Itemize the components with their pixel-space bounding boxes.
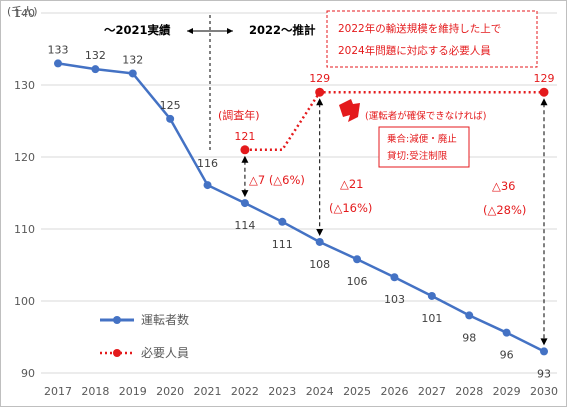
required-point bbox=[539, 87, 549, 97]
gap-arrow-head bbox=[316, 228, 324, 236]
drivers-data-label: 116 bbox=[197, 157, 218, 170]
drivers-data-label: 103 bbox=[384, 293, 405, 306]
drivers-point bbox=[278, 217, 287, 226]
drivers-data-label: 132 bbox=[122, 53, 143, 66]
y-tick-label: 120 bbox=[14, 151, 35, 164]
drivers-point bbox=[427, 291, 436, 300]
drivers-point bbox=[203, 181, 212, 190]
red-arrow-icon bbox=[339, 99, 360, 122]
gap-2022-label: △7 (△6%) bbox=[249, 173, 305, 187]
y-tick-label: 90 bbox=[21, 367, 35, 380]
x-tick-label: 2022 bbox=[231, 385, 259, 398]
period-left-label: 〜2021実績 bbox=[104, 23, 171, 37]
drivers-line bbox=[57, 62, 545, 353]
drivers-data-label: 111 bbox=[272, 238, 293, 251]
legend: 運転者数 必要人員 bbox=[100, 312, 189, 360]
gap-arrow-head bbox=[540, 338, 548, 346]
x-tick-label: 2017 bbox=[44, 385, 72, 398]
gap-2030-number: △36 bbox=[492, 179, 515, 193]
period-right-label: 2022〜推計 bbox=[249, 23, 316, 37]
if-not-secured-label: (運転者が確保できなければ) bbox=[365, 110, 486, 122]
legend-drivers-label: 運転者数 bbox=[141, 312, 189, 327]
series-drivers: 133 132 132 125 116 114 111 108 106 103 101 98 96 93 bbox=[48, 43, 552, 380]
legend-required-label: 必要人員 bbox=[141, 346, 189, 360]
x-tick-label: 2028 bbox=[455, 385, 483, 398]
drivers-data-label: 98 bbox=[462, 331, 476, 344]
drivers-point bbox=[540, 347, 548, 356]
required-staff-note-box bbox=[326, 10, 538, 68]
gridlines bbox=[41, 12, 557, 374]
period-divider-arrow bbox=[187, 28, 233, 34]
required-point bbox=[315, 87, 325, 97]
x-tick-label: 2019 bbox=[119, 385, 147, 398]
y-unit-label: (千人) bbox=[7, 5, 38, 18]
impact-note-box bbox=[378, 126, 470, 168]
x-tick-label: 2021 bbox=[194, 385, 222, 398]
required-staff-note-line2: 2024年問題に対応する必要人員 bbox=[338, 44, 491, 57]
drivers-point bbox=[240, 199, 249, 208]
drivers-point bbox=[128, 69, 137, 78]
impact-line-1: 乗合:減便・廃止 bbox=[387, 133, 457, 145]
x-tick-label: 2030 bbox=[530, 385, 558, 398]
drivers-point bbox=[315, 237, 324, 246]
required-data-label: 121 bbox=[234, 130, 255, 143]
survey-year-label: (調査年) bbox=[218, 108, 260, 122]
series-required-staff: 121 129 129 bbox=[234, 72, 555, 155]
drivers-data-label: 93 bbox=[537, 367, 551, 380]
gap-2030-percent: (△28%) bbox=[483, 203, 526, 217]
drivers-point bbox=[91, 65, 100, 74]
required-staff-note-line1: 2022年の輸送規模を維持した上で bbox=[338, 22, 501, 35]
y-axis: 90 100 110 120 130 140 bbox=[14, 7, 35, 380]
x-tick-label: 2027 bbox=[418, 385, 446, 398]
drivers-data-label: 132 bbox=[85, 49, 106, 62]
x-tick-label: 2023 bbox=[268, 385, 296, 398]
drivers-point bbox=[502, 328, 511, 337]
drivers-point bbox=[465, 311, 474, 320]
drivers-data-label: 114 bbox=[234, 219, 255, 232]
y-tick-label: 130 bbox=[14, 79, 35, 92]
required-line bbox=[244, 90, 544, 152]
drivers-point bbox=[390, 273, 399, 282]
x-tick-label: 2018 bbox=[81, 385, 109, 398]
x-tick-label: 2029 bbox=[493, 385, 521, 398]
drivers-data-label: 101 bbox=[421, 312, 442, 325]
gap-arrow-head bbox=[316, 98, 324, 106]
x-tick-label: 2024 bbox=[306, 385, 334, 398]
drivers-data-label: 96 bbox=[500, 349, 514, 362]
legend-item-drivers: 運転者数 bbox=[100, 312, 189, 327]
y-tick-label: 140 bbox=[14, 7, 35, 20]
gap-arrows bbox=[241, 98, 548, 346]
y-tick-label: 100 bbox=[14, 295, 35, 308]
y-tick-label: 110 bbox=[14, 223, 35, 236]
drivers-data-label: 106 bbox=[347, 275, 368, 288]
drivers-data-label: 133 bbox=[48, 43, 69, 56]
gap-arrow-head bbox=[540, 98, 548, 106]
legend-item-required: 必要人員 bbox=[100, 346, 189, 360]
gap-arrow-head bbox=[241, 190, 249, 198]
impact-line-2: 貸切:受注制限 bbox=[387, 150, 448, 162]
required-data-label: 129 bbox=[309, 72, 330, 85]
gap-arrow-head bbox=[241, 155, 249, 163]
x-tick-label: 2026 bbox=[380, 385, 408, 398]
required-point bbox=[240, 145, 250, 155]
drivers-point bbox=[353, 255, 362, 264]
drivers-data-label: 125 bbox=[160, 99, 181, 112]
drivers-point bbox=[54, 59, 62, 68]
x-tick-label: 2020 bbox=[156, 385, 184, 398]
drivers-data-label: 108 bbox=[309, 258, 330, 271]
gap-2024-number: △21 bbox=[340, 177, 363, 191]
gap-2024-percent: (△16%) bbox=[329, 201, 372, 215]
x-axis: 2017 2018 2019 2020 2021 2022 2023 2024 2025 2026… bbox=[44, 385, 558, 398]
required-data-label: 129 bbox=[534, 72, 555, 85]
x-tick-label: 2025 bbox=[343, 385, 371, 398]
drivers-point bbox=[166, 114, 175, 123]
